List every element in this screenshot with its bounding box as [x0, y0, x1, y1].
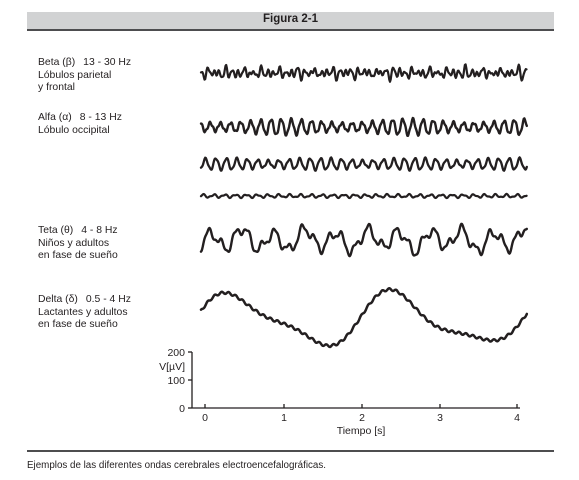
- theta-region-line-2: en fase de sueño: [38, 250, 118, 261]
- delta-label: Delta (δ) 0.5 - 4 Hz Lactantes y adultos …: [38, 294, 131, 332]
- beta-name: Beta (β): [38, 57, 76, 68]
- beta-waveform: [199, 63, 528, 83]
- alpha-waveform-3: [199, 192, 528, 200]
- caption-rule: [27, 450, 554, 452]
- beta-label: Beta (β) 13 - 30 Hz Lóbulos parietal y fr…: [38, 57, 131, 95]
- delta-region-line-2: en fase de sueño: [38, 319, 118, 330]
- x-tick-label-1: 1: [281, 412, 287, 424]
- figure-caption: Ejemplos de las diferentes ondas cerebra…: [27, 460, 326, 471]
- alpha-waveform-1: [199, 116, 528, 137]
- y-tick-label-0: 0: [179, 403, 185, 415]
- alpha-band: 8 - 13 Hz: [79, 112, 122, 123]
- x-tick-label-4: 4: [514, 412, 520, 424]
- x-tick-label-2: 2: [359, 412, 365, 424]
- delta-waveform: [199, 287, 529, 349]
- alpha-region-line-1: Lóbulo occipital: [38, 124, 110, 136]
- figure-title: Figura 2-1: [263, 13, 318, 25]
- y-tick-label-200: 200: [167, 347, 185, 359]
- figure-header-bar: Figura 2-1: [27, 12, 554, 31]
- delta-name: Delta (δ): [38, 294, 78, 305]
- alpha-name: Alfa (α): [38, 112, 72, 123]
- theta-name: Teta (θ): [38, 225, 74, 236]
- scale-axes: [188, 351, 520, 409]
- beta-region-line-1: Lóbulos parietal: [38, 69, 112, 81]
- theta-region-line-1: Niños y adultos: [38, 237, 110, 249]
- theta-label: Teta (θ) 4 - 8 Hz Niños y adultos en fase…: [38, 225, 118, 263]
- theta-waveform: [199, 222, 528, 258]
- y-tick-label-100: 100: [167, 375, 185, 387]
- beta-region-line-2: y frontal: [38, 82, 75, 93]
- y-unit-label: V[µV]: [159, 361, 185, 373]
- beta-band: 13 - 30 Hz: [83, 57, 132, 68]
- x-axis-title: Tiempo [s]: [337, 425, 386, 437]
- scale-labels: 200 V[µV] 100 0 0 1 2 3 4 Tiempo [s]: [159, 347, 520, 437]
- theta-band: 4 - 8 Hz: [81, 225, 118, 236]
- delta-region-line-1: Lactantes y adultos: [38, 306, 128, 318]
- delta-band: 0.5 - 4 Hz: [85, 294, 131, 305]
- alpha-waveform-2: [199, 156, 528, 172]
- x-tick-label-0: 0: [202, 412, 208, 424]
- alpha-label: Alfa (α) 8 - 13 Hz Lóbulo occipital: [38, 112, 122, 137]
- x-tick-label-3: 3: [437, 412, 443, 424]
